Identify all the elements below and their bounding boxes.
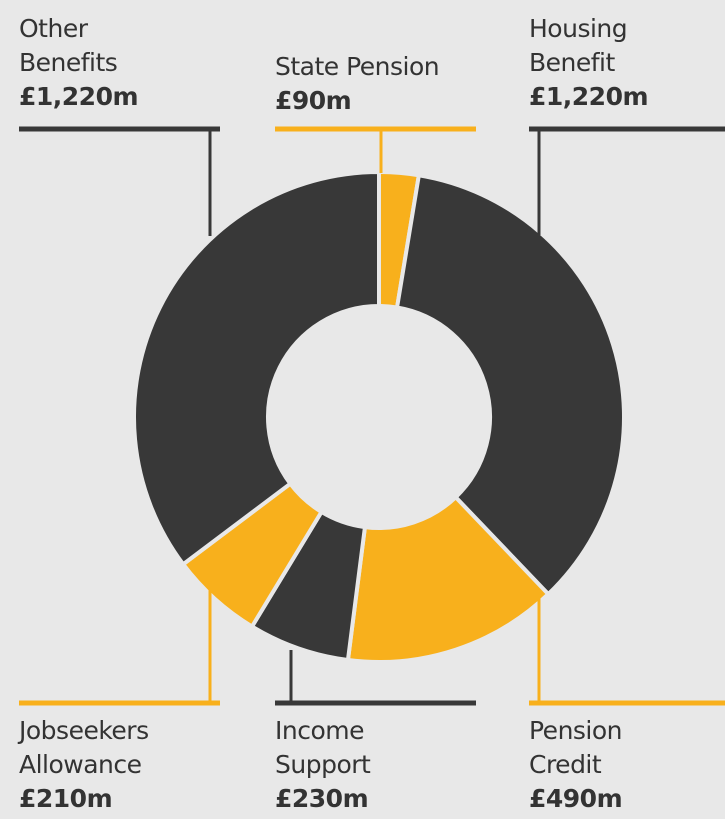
slice-name-line: State Pension (275, 52, 440, 81)
label-income-support: Income Support £230m (275, 714, 475, 816)
donut-hole (269, 307, 489, 527)
donut-slice-housing-benefit (394, 172, 626, 597)
label-other-benefits: Other Benefits £1,220m (19, 12, 219, 114)
slice-name-line: Credit (529, 750, 602, 779)
slice-value: £210m (19, 784, 113, 813)
slice-value: £490m (529, 784, 623, 813)
slice-name-line: Other (19, 14, 88, 43)
donut-slices (132, 169, 626, 664)
slice-value: £90m (275, 86, 352, 115)
donut-slice-other-benefits (132, 169, 381, 568)
slice-name-line: Benefits (19, 48, 118, 77)
slice-name-line: Benefit (529, 48, 615, 77)
slice-name-line: Support (275, 750, 371, 779)
slice-value: £230m (275, 784, 369, 813)
donut-slice-pension-credit (345, 494, 552, 664)
leader-lines (19, 126, 725, 706)
slice-value: £1,220m (19, 82, 139, 111)
label-jobseekers-allowance: Jobseekers Allowance £210m (19, 714, 219, 816)
label-pension-credit: Pension Credit £490m (529, 714, 725, 816)
slice-value: £1,220m (529, 82, 649, 111)
slice-name-line: Allowance (19, 750, 142, 779)
slice-name-line: Income (275, 716, 365, 745)
slice-name-line: Jobseekers (19, 716, 149, 745)
label-housing-benefit: Housing Benefit £1,220m (529, 12, 725, 114)
label-state-pension: State Pension £90m (275, 50, 475, 118)
slice-name-line: Housing (529, 14, 628, 43)
slice-name-line: Pension (529, 716, 623, 745)
